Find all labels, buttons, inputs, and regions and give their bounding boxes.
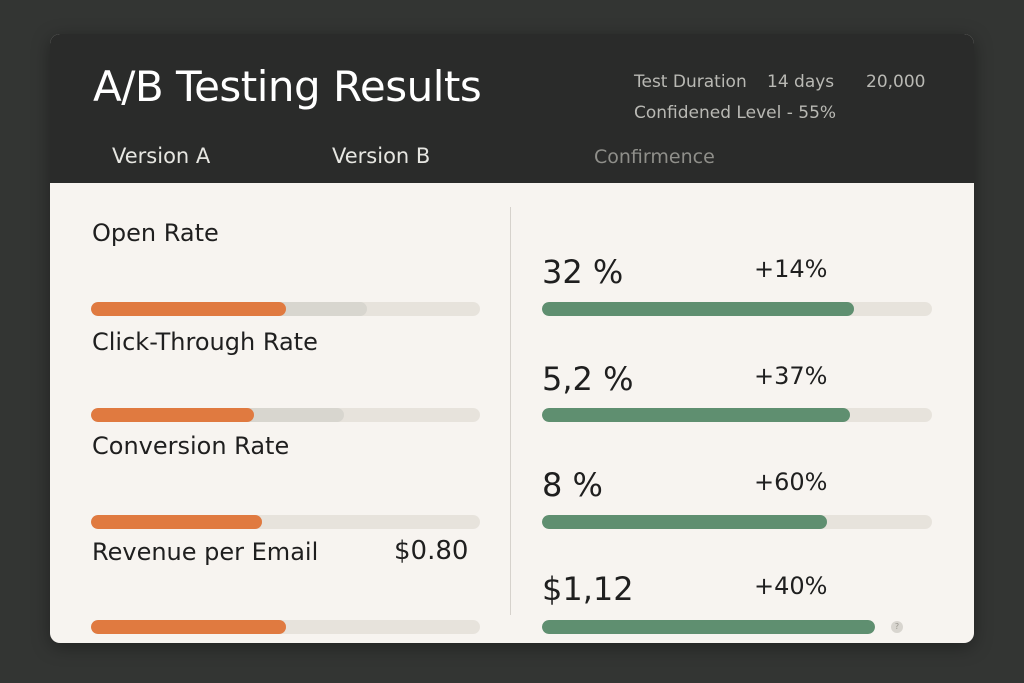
version-a-value: $0.80 [394, 536, 469, 566]
metric-label: Conversion Rate [92, 432, 290, 460]
version-a-bar-fill [91, 620, 286, 634]
sample-size-value: 20,000 [866, 72, 926, 92]
version-b-bar-track [542, 302, 932, 316]
version-b-bar-track [542, 408, 932, 422]
tab-version-b[interactable]: Version B [332, 144, 431, 168]
version-b-bar-fill [542, 515, 827, 529]
version-b-bar-fill [542, 620, 875, 634]
test-duration-label: Test Duration [634, 72, 747, 92]
tab-version-a[interactable]: Version A [112, 144, 211, 168]
column-divider [510, 207, 511, 615]
lift-value: +14% [754, 255, 828, 283]
test-duration-value: 14 days [767, 72, 835, 92]
version-b-bar-fill [542, 408, 851, 422]
version-b-value: 5,2 % [542, 360, 634, 398]
metric-label: Click-Through Rate [92, 328, 318, 356]
version-b-bar-track [542, 515, 932, 529]
tab-confidence[interactable]: Confirmence [594, 146, 715, 168]
version-a-bar-fill [91, 302, 286, 316]
version-a-bar-track [91, 620, 480, 634]
metric-label: Revenue per Email [92, 538, 319, 566]
lift-value: +37% [754, 362, 828, 390]
lift-value: +40% [754, 572, 828, 600]
version-b-value: $1,12 [542, 570, 634, 608]
version-a-bar-track [91, 515, 480, 529]
results-card: A/B Testing Results Test Duration 14 day… [50, 34, 974, 643]
card-header: A/B Testing Results Test Duration 14 day… [50, 34, 974, 183]
lift-value: +60% [754, 468, 828, 496]
confidence-level-text: Confidened Level - 55% [634, 103, 837, 123]
version-b-value: 8 % [542, 466, 603, 504]
version-b-bar-track [542, 620, 875, 634]
version-b-value: 32 % [542, 253, 624, 291]
metrics-panel: Open Rate 32 % +14% Click-Through Rate 5… [50, 183, 974, 643]
version-b-bar-fill [542, 302, 854, 316]
page-title: A/B Testing Results [93, 62, 482, 111]
version-a-bar-fill [91, 515, 263, 529]
version-a-bar-track [91, 302, 480, 316]
version-a-bar-fill [91, 408, 255, 422]
info-icon[interactable]: ? [891, 621, 903, 633]
metric-label: Open Rate [92, 219, 219, 247]
version-a-bar-track [91, 408, 480, 422]
